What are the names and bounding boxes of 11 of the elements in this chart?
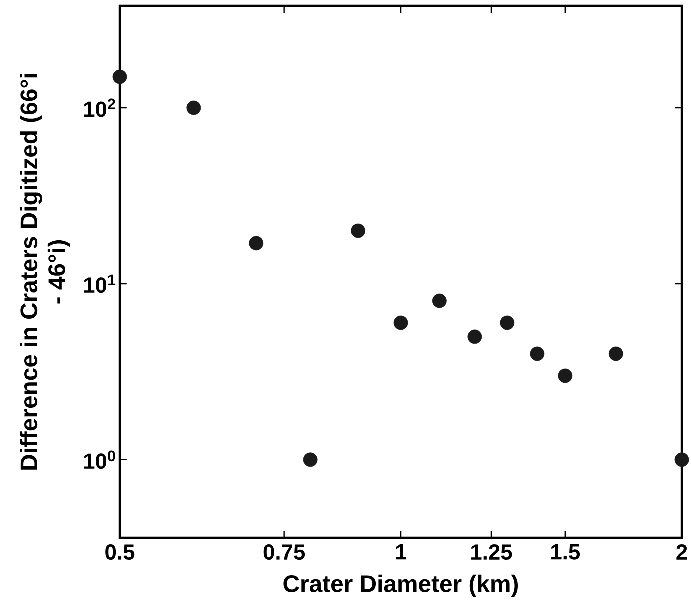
y-axis-title: Difference in Craters Digitized (66°i - 46°i): [20, 74, 70, 470]
x-tick-label: 1: [396, 544, 407, 560]
x-tick-label: 0.75: [264, 544, 306, 560]
x-axis-title: Crater Diameter (km): [284, 574, 518, 598]
x-tick-label: 2: [676, 544, 688, 560]
x-tick-label: 1.5: [552, 544, 580, 560]
y-tick-label: 10$^{1}$: [84, 274, 116, 294]
y-tick-label: 10$^{2}$: [84, 98, 116, 118]
x-tick-label: 1.25: [472, 544, 512, 560]
x-tick-label: 0.5: [106, 544, 135, 560]
y-tick-label: 10$^{0}$: [84, 450, 116, 470]
